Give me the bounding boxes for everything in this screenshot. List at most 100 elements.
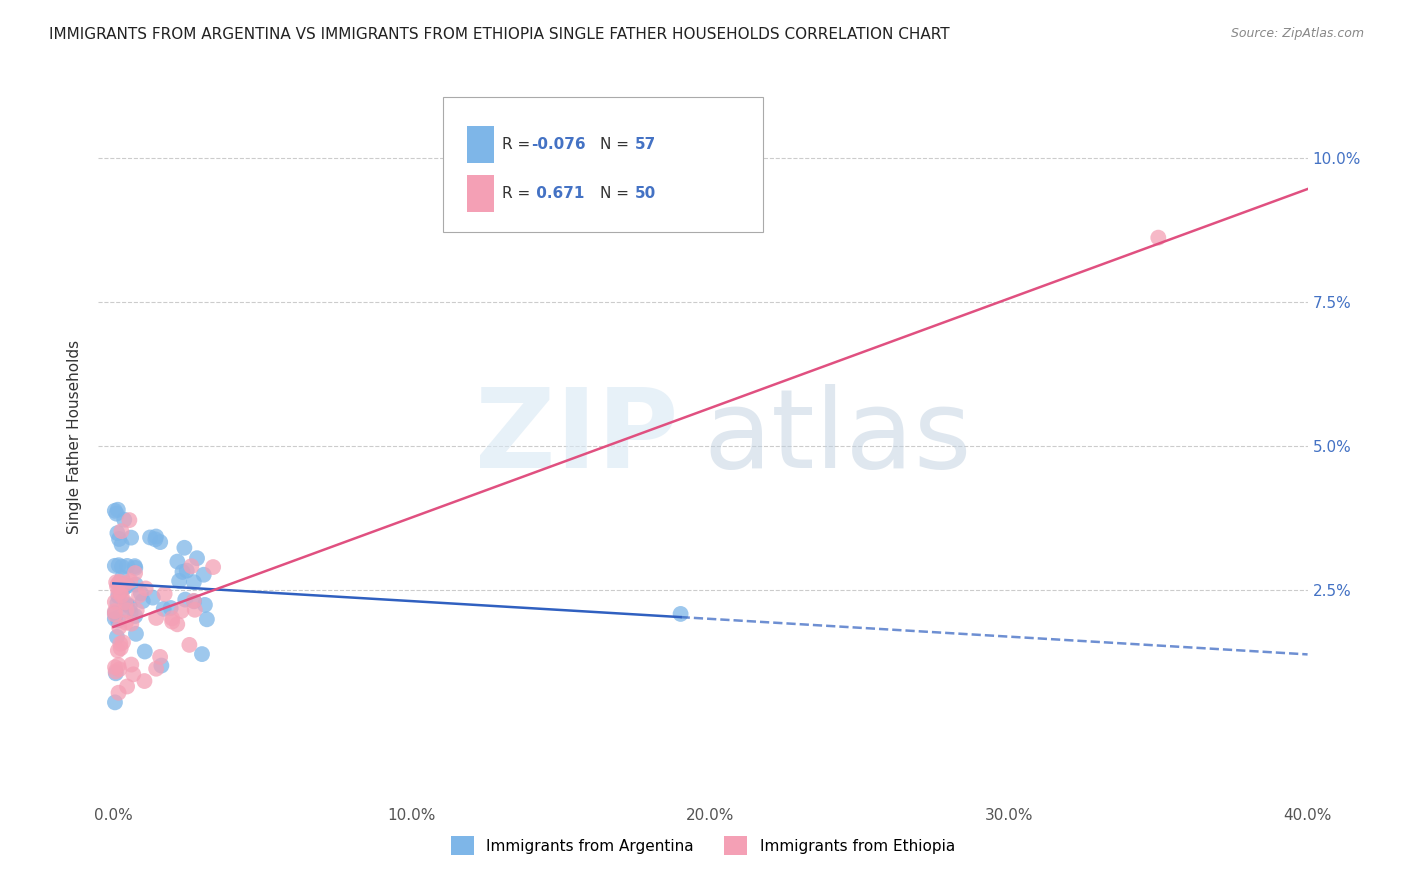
Point xyxy=(167,574,190,588)
Text: ZIP: ZIP xyxy=(475,384,679,491)
Point xyxy=(124,609,146,624)
Point xyxy=(105,630,128,644)
Point xyxy=(104,558,127,573)
Point xyxy=(115,615,138,630)
Point xyxy=(134,644,156,658)
Point xyxy=(166,555,188,569)
Point xyxy=(104,604,127,618)
Point xyxy=(118,513,141,527)
Point xyxy=(104,660,127,674)
Point xyxy=(194,598,217,612)
FancyBboxPatch shape xyxy=(443,97,763,232)
Point xyxy=(108,574,131,589)
Point xyxy=(125,603,148,617)
Point xyxy=(120,605,142,619)
Point xyxy=(110,538,132,552)
Point xyxy=(104,606,127,620)
Point xyxy=(183,575,205,590)
Point xyxy=(1147,230,1170,244)
Point xyxy=(129,586,152,600)
Point xyxy=(145,662,167,676)
Point xyxy=(111,559,134,574)
Point xyxy=(191,647,214,661)
Point xyxy=(152,602,174,616)
Point xyxy=(108,662,131,676)
Point xyxy=(110,585,132,599)
Point xyxy=(107,643,129,657)
Text: -0.076: -0.076 xyxy=(531,137,586,152)
Point xyxy=(153,587,176,601)
Point xyxy=(186,551,208,566)
Text: 57: 57 xyxy=(636,137,657,152)
Point xyxy=(108,620,131,634)
Point xyxy=(108,532,131,546)
Point xyxy=(107,589,129,603)
Point xyxy=(105,526,128,541)
Point xyxy=(111,571,134,585)
Point xyxy=(125,577,148,591)
Point xyxy=(110,637,132,651)
Point xyxy=(124,566,146,580)
Y-axis label: Single Father Households: Single Father Households xyxy=(67,340,83,534)
Point xyxy=(669,607,692,621)
Point xyxy=(107,686,129,700)
Point xyxy=(184,603,207,617)
Point xyxy=(145,529,167,543)
Point xyxy=(105,596,128,610)
Point xyxy=(104,595,127,609)
Point xyxy=(142,591,165,605)
Point xyxy=(114,595,136,609)
Text: N =: N = xyxy=(600,137,634,152)
Point xyxy=(114,581,136,595)
Point xyxy=(115,680,138,694)
Point xyxy=(115,603,138,617)
Point xyxy=(180,559,202,574)
Bar xyxy=(467,175,494,211)
Point xyxy=(134,673,156,688)
Point xyxy=(120,574,142,588)
Point xyxy=(110,583,132,598)
Point xyxy=(149,649,172,664)
Point xyxy=(115,558,138,573)
Text: R =: R = xyxy=(502,186,536,201)
Point xyxy=(107,576,129,591)
Text: IMMIGRANTS FROM ARGENTINA VS IMMIGRANTS FROM ETHIOPIA SINGLE FATHER HOUSEHOLDS C: IMMIGRANTS FROM ARGENTINA VS IMMIGRANTS … xyxy=(49,27,950,42)
Point xyxy=(120,657,142,672)
Point xyxy=(193,567,215,582)
Point xyxy=(128,589,150,603)
Point xyxy=(179,638,201,652)
Point xyxy=(176,564,198,578)
Point xyxy=(183,594,205,608)
Point xyxy=(149,535,172,549)
Text: N =: N = xyxy=(600,186,634,201)
Point xyxy=(104,612,127,626)
Point xyxy=(115,598,138,612)
Point xyxy=(170,604,193,618)
Point xyxy=(135,582,157,596)
Point xyxy=(107,558,129,573)
Text: Source: ZipAtlas.com: Source: ZipAtlas.com xyxy=(1230,27,1364,40)
Point xyxy=(166,617,188,632)
Point xyxy=(122,667,145,681)
Point xyxy=(172,565,194,579)
Point xyxy=(104,504,127,518)
Point xyxy=(118,599,141,614)
Point xyxy=(120,616,142,631)
Point xyxy=(202,560,225,574)
Legend: Immigrants from Argentina, Immigrants from Ethiopia: Immigrants from Argentina, Immigrants fr… xyxy=(446,830,960,861)
Point xyxy=(107,585,129,599)
Point xyxy=(110,524,132,538)
Point xyxy=(104,665,127,679)
Point xyxy=(107,658,129,673)
Text: atlas: atlas xyxy=(703,384,972,491)
Point xyxy=(117,579,139,593)
Point xyxy=(125,627,148,641)
Point xyxy=(114,577,136,591)
Point xyxy=(110,589,132,603)
Point xyxy=(159,601,181,615)
Point xyxy=(143,533,166,547)
Point xyxy=(124,559,146,574)
Point xyxy=(174,592,197,607)
Point xyxy=(107,502,129,516)
Point xyxy=(124,561,146,575)
